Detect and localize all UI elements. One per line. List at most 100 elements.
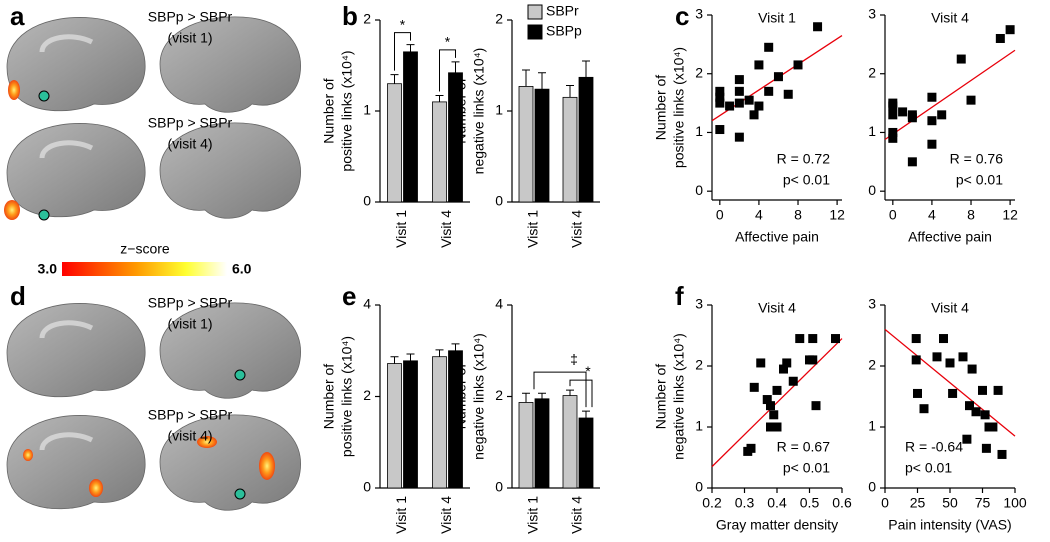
bar: [518, 402, 534, 489]
sig-marker: *: [445, 34, 451, 50]
y-tick-label: 0: [695, 479, 703, 495]
seed: [234, 488, 246, 500]
point: [971, 407, 981, 417]
bar: [403, 51, 418, 203]
y-tick-label: 1: [695, 123, 703, 139]
point: [808, 355, 818, 365]
legend-label: SBPp: [546, 23, 582, 39]
x-tick-label: 50: [942, 495, 958, 511]
y-axis-label: Number of: [453, 78, 469, 143]
bar: [387, 83, 402, 203]
y-tick-label: 1: [868, 418, 876, 434]
x-tick-label: Visit 1: [393, 496, 409, 534]
point: [808, 334, 818, 344]
error-bar: [390, 74, 399, 84]
x-tick-label: Visit 4: [438, 496, 454, 534]
y-axis-label: negative links (x10⁴): [471, 333, 487, 460]
y-tick-label: 4: [495, 296, 503, 312]
point: [772, 385, 782, 395]
x-tick-label: Visit 4: [438, 210, 454, 248]
x-axis-label: Pain intensity (VAS): [888, 517, 1011, 533]
chart: 0 1 2 3 Number of negative links (x10⁴) Visit …: [653, 296, 852, 533]
activation: [8, 80, 20, 100]
point: [764, 42, 774, 52]
point: [932, 352, 942, 362]
point: [715, 86, 725, 96]
brain-row: [6, 16, 301, 113]
y-axis-label: Number of: [453, 364, 469, 429]
x-tick-label: Visit 1: [525, 496, 541, 534]
y-tick-label: 3: [868, 6, 876, 22]
y-tick-label: 2: [495, 11, 503, 27]
point: [715, 125, 725, 135]
x-tick-label: 25: [910, 495, 926, 511]
error-bar: [406, 353, 415, 361]
point: [1005, 25, 1015, 35]
point: [966, 95, 976, 105]
point: [811, 401, 821, 411]
point: [734, 98, 744, 108]
bar: [518, 86, 534, 203]
y-axis-label: Number of: [653, 364, 669, 429]
brain-row: [6, 302, 301, 399]
point: [978, 385, 987, 395]
error-bar: [522, 392, 530, 403]
y-tick-label: 2: [695, 357, 703, 373]
point: [788, 376, 798, 386]
x-tick-label: 8: [967, 207, 975, 223]
callosum: [39, 320, 94, 339]
y-tick-label: 2: [363, 11, 371, 27]
point: [769, 410, 779, 420]
stat-annotation: R = 0.67: [777, 439, 831, 455]
y-axis-label: positive links (x10⁴): [339, 50, 355, 171]
point: [907, 110, 917, 120]
sig-bracket: [533, 371, 587, 408]
brain-row: [4, 122, 301, 221]
map-title: SBPp > SBPr: [148, 9, 233, 25]
point: [744, 95, 754, 105]
point: [888, 133, 898, 143]
point: [927, 116, 937, 126]
point: [995, 33, 1005, 43]
point: [754, 101, 764, 111]
y-tick-label: 3: [868, 296, 876, 312]
map-title: SBPp > SBPr: [148, 295, 233, 311]
x-tick-label: Visit 1: [393, 210, 409, 248]
panel-letter: e: [342, 281, 356, 311]
map-subtitle: (visit 4): [167, 136, 212, 152]
point: [988, 422, 998, 432]
brain-medial: [6, 17, 146, 112]
point: [782, 358, 792, 368]
y-tick-label: 0: [363, 479, 371, 495]
bar: [403, 360, 418, 489]
x-axis-label: Affective pain: [908, 229, 992, 245]
point: [756, 358, 766, 368]
y-tick-label: 3: [695, 296, 703, 312]
activation: [197, 436, 217, 448]
x-tick-label: 0: [716, 207, 724, 223]
stat-annotation: R = 0.76: [950, 151, 1004, 167]
activation: [4, 200, 20, 220]
y-tick-label: 2: [695, 64, 703, 80]
seed: [38, 209, 50, 221]
map-subtitle: (visit 1): [167, 316, 212, 332]
x-tick-label: 75: [975, 495, 991, 511]
bar: [578, 417, 594, 489]
point: [725, 101, 735, 111]
x-tick-label: 0: [881, 495, 889, 511]
stat-annotation: p< 0.01: [956, 172, 1003, 188]
point: [764, 86, 774, 96]
error-bar: [435, 95, 444, 102]
point: [980, 410, 990, 420]
y-tick-label: 1: [495, 102, 503, 118]
point: [993, 385, 1003, 395]
error-bar: [538, 392, 546, 399]
y-tick-label: 1: [363, 102, 371, 118]
panel-letter: b: [342, 1, 358, 31]
callosum: [39, 140, 94, 159]
point: [772, 422, 782, 432]
point: [939, 334, 948, 344]
point: [888, 110, 898, 120]
